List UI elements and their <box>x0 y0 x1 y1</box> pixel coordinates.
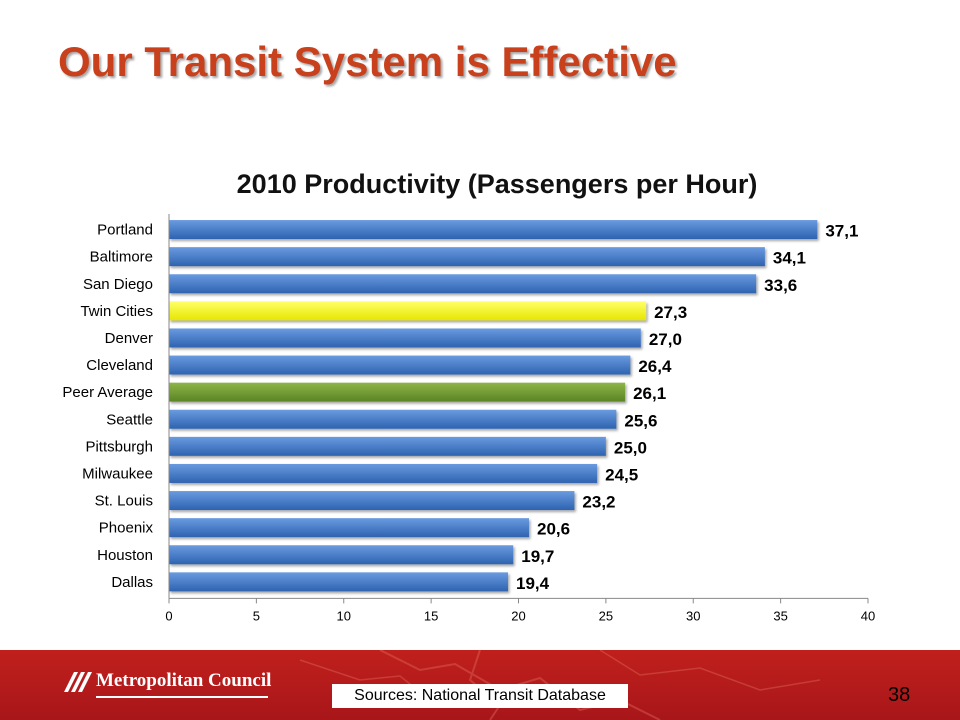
x-tick-label: 5 <box>253 608 260 623</box>
category-label: Houston <box>97 547 153 564</box>
bar-peer-average <box>169 382 626 402</box>
bar-baltimore <box>169 247 765 267</box>
value-label: 33,6 <box>764 276 797 295</box>
bar-pittsburgh <box>169 436 606 456</box>
value-label: 25,0 <box>614 438 647 457</box>
bar-cleveland <box>169 355 631 375</box>
category-label: San Diego <box>83 276 153 293</box>
logo-underline <box>96 696 268 698</box>
value-label: 25,6 <box>624 411 657 430</box>
axes-group: Portland Baltimore San Diego Twin Cities Den… <box>62 214 875 623</box>
bar-denver <box>169 328 641 348</box>
category-label: Baltimore <box>90 249 153 266</box>
x-tick-label: 25 <box>599 608 613 623</box>
logo-mark-icon <box>64 672 92 692</box>
x-tick-label: 0 <box>165 608 172 623</box>
bar-dallas <box>169 572 509 592</box>
chart-title: 2010 Productivity (Passengers per Hour) <box>237 169 758 199</box>
x-tick-label: 35 <box>773 608 787 623</box>
category-label: Milwaukee <box>82 465 153 482</box>
bar-seattle <box>169 409 617 429</box>
x-tick-label: 40 <box>861 608 875 623</box>
value-label: 26,4 <box>638 357 672 376</box>
category-label: Twin Cities <box>80 303 153 320</box>
category-label: Dallas <box>111 574 153 591</box>
category-label: Pittsburgh <box>85 438 153 455</box>
slide-title: Our Transit System is Effective <box>58 38 677 85</box>
bar-chart: 2010 Productivity (Passengers per Hour) … <box>62 169 875 623</box>
category-label: St. Louis <box>95 493 153 510</box>
metropolitan-council-logo: Metropolitan Council <box>64 670 271 692</box>
value-label: 20,6 <box>537 520 570 539</box>
x-tick-label: 10 <box>337 608 351 623</box>
bar-st-louis <box>169 491 575 511</box>
category-label: Phoenix <box>99 520 154 537</box>
value-label: 19,4 <box>516 574 550 593</box>
value-label: 26,1 <box>633 384 666 403</box>
x-tick-label: 15 <box>424 608 438 623</box>
value-label: 27,0 <box>649 330 682 349</box>
bar-phoenix <box>169 518 529 538</box>
category-label: Cleveland <box>86 357 153 374</box>
category-label: Seattle <box>106 411 153 428</box>
value-label: 23,2 <box>582 493 615 512</box>
bar-milwaukee <box>169 463 598 483</box>
value-label: 19,7 <box>521 547 554 566</box>
logo-text: Metropolitan Council <box>96 670 272 691</box>
value-label: 24,5 <box>605 465 638 484</box>
x-tick-label: 30 <box>686 608 700 623</box>
category-label: Portland <box>97 222 153 239</box>
x-tick-label: 20 <box>511 608 525 623</box>
bar-san-diego <box>169 274 757 294</box>
bars-group: 37,1 34,1 33,6 27,3 27,0 26,4 26,1 25,6 25,0 24,5… <box>169 220 858 593</box>
value-label: 34,1 <box>773 249 806 268</box>
bar-portland <box>169 220 818 240</box>
bar-twin-cities <box>169 301 647 321</box>
value-label: 27,3 <box>654 303 687 322</box>
sources-note: Sources: National Transit Database <box>332 684 628 708</box>
bar-houston <box>169 545 514 565</box>
value-label: 37,1 <box>825 222 858 241</box>
page-number: 38 <box>888 684 911 706</box>
category-label: Peer Average <box>62 384 153 401</box>
category-label: Denver <box>105 330 153 347</box>
